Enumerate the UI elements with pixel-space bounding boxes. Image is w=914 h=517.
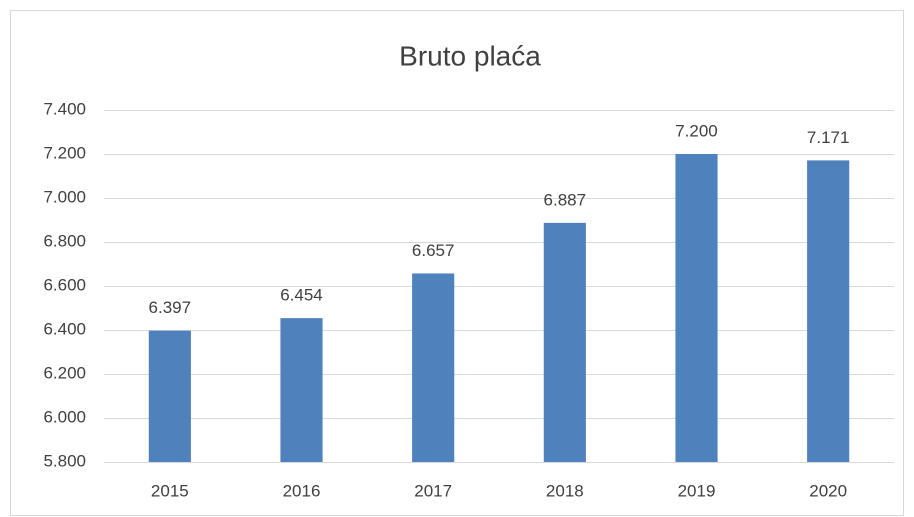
bar	[807, 160, 850, 462]
bar	[280, 318, 323, 462]
y-tick-label: 6.200	[43, 363, 86, 382]
bar	[148, 330, 191, 462]
x-tick-label: 2019	[678, 481, 716, 500]
y-tick-label: 6.400	[43, 319, 86, 338]
x-tick-label: 2017	[414, 481, 452, 500]
data-label: 6.454	[280, 286, 323, 305]
x-tick-label: 2015	[151, 481, 189, 500]
y-tick-label: 6.000	[43, 407, 86, 426]
chart-border	[10, 10, 904, 516]
data-label: 6.887	[544, 190, 587, 209]
y-tick-label: 6.800	[43, 231, 86, 250]
y-tick-label: 5.800	[43, 451, 86, 470]
chart-title: Bruto plaća	[399, 40, 541, 71]
bar	[412, 273, 455, 462]
bar	[675, 154, 718, 462]
y-tick-label: 7.400	[43, 99, 86, 118]
data-label: 6.397	[149, 298, 192, 317]
data-label: 6.657	[412, 241, 455, 260]
x-tick-label: 2018	[546, 481, 584, 500]
data-label: 7.200	[675, 121, 718, 140]
x-tick-label: 2020	[809, 481, 847, 500]
y-tick-label: 6.600	[43, 275, 86, 294]
y-tick-label: 7.000	[43, 187, 86, 206]
y-tick-label: 7.200	[43, 143, 86, 162]
data-label: 7.171	[807, 128, 850, 147]
bar	[543, 222, 586, 462]
x-tick-label: 2016	[283, 481, 321, 500]
